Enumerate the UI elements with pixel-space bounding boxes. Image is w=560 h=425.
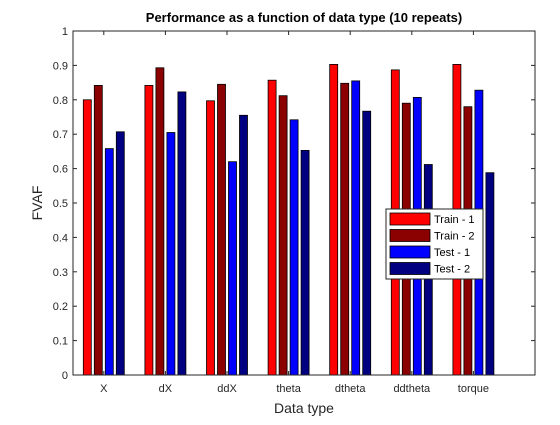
bar-ddX-series-1	[206, 100, 215, 376]
y-tick-label: 1	[62, 26, 68, 38]
bar-dtheta-series-1	[329, 64, 339, 376]
legend-label-series-1: Train - 1	[434, 214, 475, 226]
y-tick-label: 0.7	[53, 129, 68, 141]
y-axis-ticks: 0 0.1 0.2 0.3 0.4 0.5 0.6 0.7 0.8 0.9 1	[53, 26, 535, 382]
y-tick-label: 0.1	[53, 336, 68, 348]
bar-theta-series-3	[289, 119, 299, 376]
x-tick-label-dX: dX	[159, 383, 173, 395]
bar-theta-series-4	[300, 149, 310, 376]
legend: Train - 1 Train - 2 Test - 1 Test - 2	[385, 208, 484, 280]
bar-dtheta-series-3	[351, 80, 361, 376]
y-tick-label: 0.9	[53, 60, 68, 72]
x-tick-label-dtheta: dtheta	[335, 383, 366, 395]
bar-dX-series-4	[177, 91, 187, 376]
x-axis-label: Data type	[274, 400, 334, 416]
y-tick-label: 0.3	[53, 267, 68, 279]
x-tick-label-ddtheta: ddtheta	[393, 383, 431, 395]
chart-title: Performance as a function of data type (…	[146, 10, 462, 25]
bar-dX-series-2	[155, 67, 165, 376]
legend-swatch-series-4	[389, 262, 431, 275]
y-tick-label: 0.5	[53, 198, 68, 210]
y-tick-label: 0.8	[53, 95, 68, 107]
bar-X-series-2	[93, 85, 103, 376]
y-tick-label: 0.2	[53, 301, 68, 313]
bar-dX-series-1	[144, 85, 154, 376]
legend-swatch-series-2	[389, 229, 431, 242]
x-tick-label-X: X	[100, 383, 108, 395]
bar-X-series-4	[115, 131, 125, 376]
x-tick-label-torque: torque	[458, 383, 489, 395]
bar-torque-series-4	[485, 172, 495, 376]
legend-label-series-2: Train - 2	[434, 231, 475, 243]
bar-theta-series-1	[267, 79, 277, 376]
y-axis-label: FVAF	[29, 186, 45, 221]
legend-label-series-3: Test - 1	[434, 247, 470, 259]
y-tick-label: 0.4	[53, 232, 68, 244]
bar-dtheta-series-2	[340, 82, 350, 376]
legend-swatch-series-1	[389, 212, 431, 226]
bar-X-series-1	[82, 99, 92, 376]
legend-swatch-series-3	[389, 245, 431, 259]
y-tick-label: 0.6	[53, 164, 68, 176]
legend-label-series-4: Test - 2	[434, 264, 470, 276]
x-tick-label-ddX: ddX	[217, 383, 237, 395]
bar-ddX-series-4	[239, 114, 248, 376]
y-tick-label: 0	[62, 370, 68, 382]
axes-box	[72, 30, 536, 376]
bar-dtheta-series-4	[362, 110, 372, 376]
x-tick-label-theta: theta	[276, 383, 301, 395]
bar-ddX-series-3	[228, 161, 237, 376]
bar-X-series-3	[104, 148, 114, 376]
bar-theta-series-2	[278, 95, 288, 376]
bar-dX-series-3	[166, 132, 176, 376]
bar-ddX-series-2	[217, 83, 226, 376]
